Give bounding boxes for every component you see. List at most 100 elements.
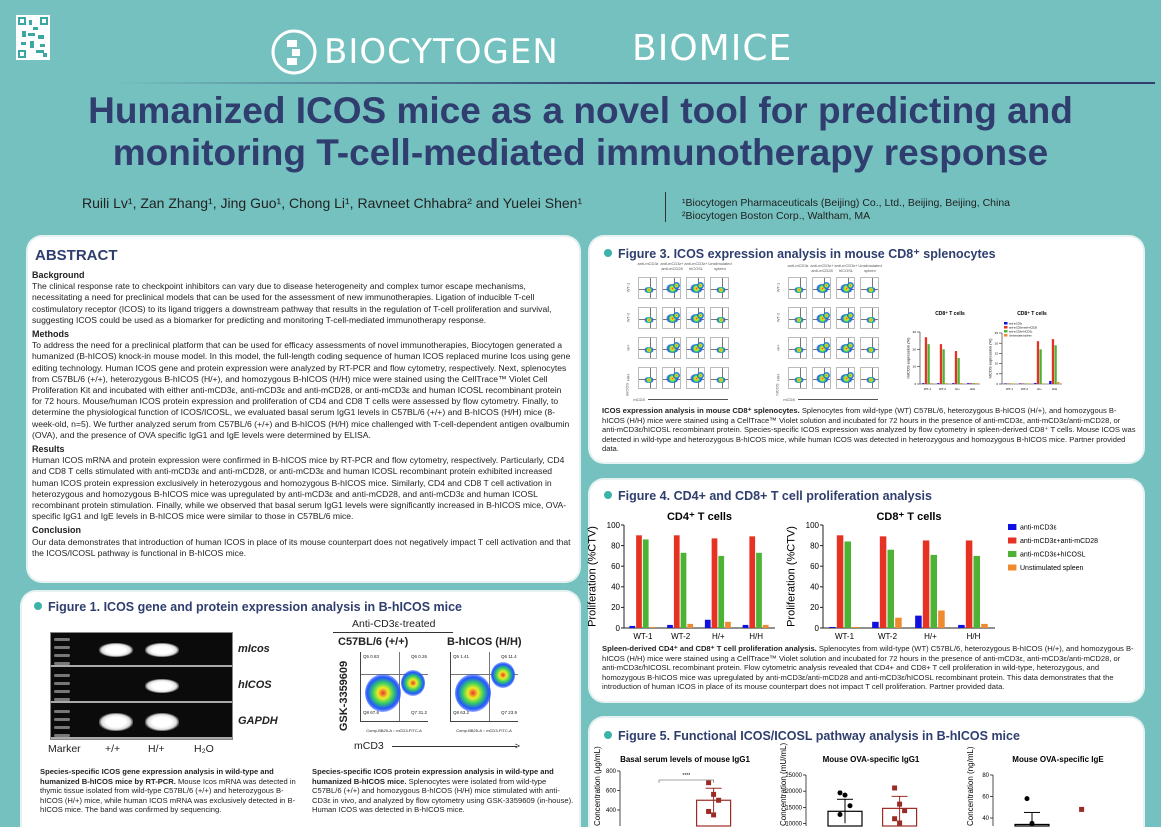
figure3-caption: ICOS expression analysis in mouse CD8⁺ s… xyxy=(602,406,1136,454)
grid-column-label: Unstimulated spleen xyxy=(708,261,732,271)
mini-flow-plot xyxy=(710,277,729,299)
mini-flow-plot xyxy=(788,277,807,299)
flow-cytometry-plot: Q5 0.83 Q6 0.26 Q8 67.6 Q7 31.2 xyxy=(360,652,428,722)
lane-label: +/+ xyxy=(105,743,121,755)
mini-flow-plot xyxy=(860,307,879,329)
abstract-section-heading: Methods xyxy=(32,329,69,340)
figure3-title: Figure 3. ICOS expression analysis in mo… xyxy=(604,246,996,261)
figure4-title: Figure 4. CD4+ and CD8+ T cell prolifera… xyxy=(604,489,932,503)
figure1-caption-left: Species-specific ICOS gene expression an… xyxy=(40,767,296,815)
poster-title: Humanized ICOS mice as a novel tool for … xyxy=(88,90,1073,173)
bullet-icon xyxy=(604,731,612,739)
abstract-body: Background The clinical response rate to … xyxy=(32,267,572,559)
qr-code-icon[interactable] xyxy=(16,15,50,60)
grid-column-label: anti-mCD3ε+ anti-mCD28 xyxy=(810,263,834,273)
abstract-section-text: The clinical response rate to checkpoint… xyxy=(32,281,552,325)
abstract-section-heading: Background xyxy=(32,270,85,280)
mini-flow-plot xyxy=(686,277,705,299)
affiliations: ¹Biocytogen Pharmaceuticals (Beijing) Co… xyxy=(682,197,1010,222)
quadrant-label: Q6 0.26 xyxy=(411,654,428,659)
grid-column-label: anti-mCD3ε+ hICOSL xyxy=(684,261,708,271)
quadrant-label: Q8 67.6 xyxy=(363,710,380,715)
grid-xlabel: mCD8 xyxy=(783,397,795,402)
lane-label: Marker xyxy=(48,743,81,755)
figure5-title: Figure 5. Functional ICOS/ICOSL pathway … xyxy=(604,729,1020,743)
flow-header: Anti-CD3ε-treated xyxy=(352,618,436,630)
abstract-section-text: To address the need for a preclinical pl… xyxy=(32,340,571,440)
grid-column-label: Unstimulated spleen xyxy=(858,263,882,273)
grid-ylabel: hICOS xyxy=(774,383,780,396)
mini-flow-plot xyxy=(662,277,681,299)
mini-flow-plot xyxy=(812,277,831,299)
ladder-band xyxy=(54,690,70,693)
mini-flow-plot xyxy=(836,277,855,299)
grid-column-label: anti-mCD3ε xyxy=(637,261,659,266)
grid-xlabel: mCD8 xyxy=(633,397,645,402)
grid-row-label: WT-1 xyxy=(775,282,781,293)
arrow-right-icon: > xyxy=(392,741,520,751)
gel-band xyxy=(145,643,179,657)
ladder-band xyxy=(54,682,70,685)
gel-band xyxy=(99,643,133,657)
grid-row-label: H/+ xyxy=(625,344,631,351)
quadrant-label: Q5 0.83 xyxy=(363,654,380,659)
figure1-panel: Figure 1. ICOS gene and protein expressi… xyxy=(22,592,579,827)
mini-flow-plot xyxy=(836,367,855,389)
abstract-section-heading: Conclusion xyxy=(32,525,81,536)
mini-flow-plot xyxy=(638,367,657,389)
mini-flow-plot xyxy=(836,307,855,329)
flow-ylabel: GSK-3359609 xyxy=(338,660,350,732)
mini-flow-plot xyxy=(686,337,705,359)
ladder-band xyxy=(54,654,70,657)
bullet-icon xyxy=(604,249,612,257)
biocytogen-logo-icon xyxy=(271,29,317,75)
lane-label: H/+ xyxy=(148,743,165,755)
quadrant-label: Q7 31.2 xyxy=(411,710,428,715)
ladder-band xyxy=(54,662,70,665)
abstract-heading: ABSTRACT xyxy=(35,247,118,264)
flow-group-label: B-hICOS (H/H) xyxy=(447,636,522,648)
ladder-band xyxy=(54,710,70,713)
flow-axis-label: Comp-BB25-A :: mCD3-FITC-A xyxy=(456,728,512,733)
mini-flow-plot xyxy=(710,337,729,359)
abstract-section-text: Our data demonstrates that introduction … xyxy=(32,536,571,558)
figure5-panel: Figure 5. Functional ICOS/ICOSL pathway … xyxy=(590,718,1143,827)
grid-row-label: H/+ xyxy=(775,344,781,351)
mini-flow-plot xyxy=(638,337,657,359)
quadrant-label: Q8 63.2 xyxy=(453,710,470,715)
quadrant-label: Q5 1.41 xyxy=(453,654,470,659)
biocytogen-logo: BIOCYTOGEN xyxy=(270,28,559,76)
abstract-section-heading: Results xyxy=(32,444,65,455)
mini-flow-plot xyxy=(812,337,831,359)
figure1-title: Figure 1. ICOS gene and protein expressi… xyxy=(34,600,462,614)
gel-strip xyxy=(51,705,232,739)
ladder-band xyxy=(54,698,70,701)
ladder-band xyxy=(54,718,70,721)
figure4-panel: Figure 4. CD4+ and CD8+ T cell prolifera… xyxy=(590,480,1143,701)
flow-cytometry-plot: Q5 1.41 Q6 11.4 Q8 63.2 Q7 23.9 xyxy=(450,652,518,722)
gel-band xyxy=(145,679,179,693)
ladder-band xyxy=(54,646,70,649)
figure1-caption-right: Species-specific ICOS protein expression… xyxy=(312,767,574,815)
biomice-logo: BIOMICE xyxy=(632,28,793,69)
grid-row-label: WT-2 xyxy=(775,312,781,323)
gel-band xyxy=(99,713,133,731)
grid-ylabel: mICOS xyxy=(624,382,630,397)
authors: Ruili Lv¹, Zan Zhang¹, Jing Guo¹, Chong … xyxy=(82,195,583,211)
ladder-band xyxy=(54,734,70,737)
mini-flow-plot xyxy=(812,367,831,389)
bullet-icon xyxy=(604,491,612,499)
header-divider xyxy=(115,82,1155,84)
mini-flow-plot xyxy=(812,307,831,329)
mini-flow-plot xyxy=(860,337,879,359)
gel-strip xyxy=(51,633,232,667)
arrow-right-icon xyxy=(648,399,728,400)
gel-strip xyxy=(51,669,232,703)
mini-flow-plot xyxy=(788,367,807,389)
abstract-panel: ABSTRACT Background The clinical response… xyxy=(28,237,579,581)
grid-row-label: WT-1 xyxy=(625,282,631,293)
grid-row-label: WT-2 xyxy=(625,312,631,323)
mini-flow-plot xyxy=(662,337,681,359)
ladder-band xyxy=(54,674,70,677)
mini-flow-plot xyxy=(836,337,855,359)
